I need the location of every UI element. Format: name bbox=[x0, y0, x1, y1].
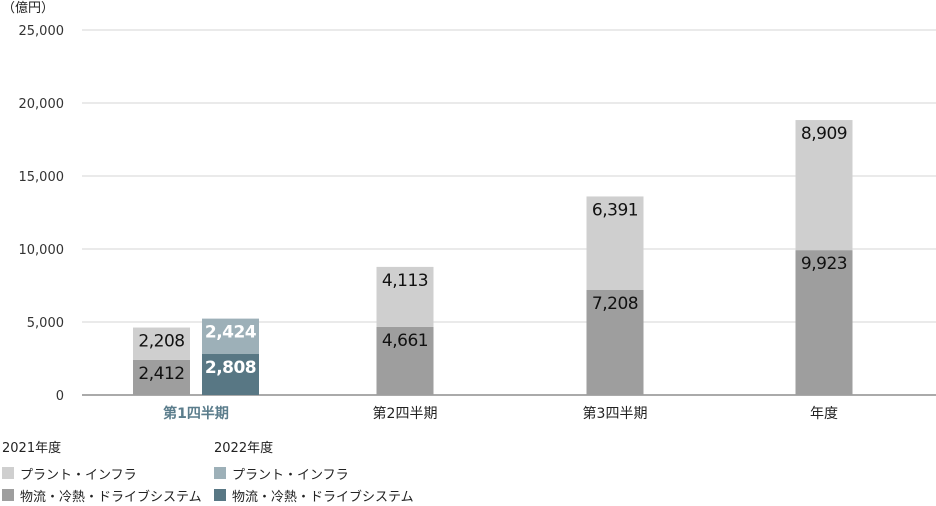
bar-segment bbox=[202, 318, 259, 355]
data-label: 4,113 bbox=[382, 271, 428, 291]
y-tick-label: 5,000 bbox=[27, 316, 64, 331]
bar-segment bbox=[376, 326, 434, 395]
legend-label: 物流・冷熱・ドライブシステム bbox=[232, 489, 414, 505]
stacked-bar-chart: （億円） 0 5,000 10,000 15,000 20,000 25,000 2,412 2… bbox=[2, 0, 936, 422]
data-label: 8,909 bbox=[801, 124, 847, 144]
data-label: 2,424 bbox=[205, 323, 257, 343]
bar-segment bbox=[376, 266, 434, 327]
data-label: 6,391 bbox=[592, 200, 638, 220]
data-label: 4,661 bbox=[382, 331, 428, 351]
data-label: 2,412 bbox=[138, 364, 184, 384]
bar-segment bbox=[133, 359, 190, 395]
bar-segment bbox=[795, 120, 853, 251]
legend-2021: 2021年度 プラント・インフラ 物流・冷熱・ドライブシステム bbox=[2, 440, 202, 506]
y-unit-label: （億円） bbox=[2, 0, 54, 16]
x-tick-label: 第2四半期 bbox=[373, 405, 438, 422]
legend-label: プラント・インフラ bbox=[232, 467, 349, 483]
bar-segment bbox=[795, 250, 853, 395]
y-tick-label: 10,000 bbox=[19, 243, 65, 258]
legend-swatch bbox=[214, 467, 226, 479]
legend-label: 物流・冷熱・ドライブシステム bbox=[20, 489, 202, 505]
data-label: 2,808 bbox=[205, 358, 256, 378]
x-tick-label: 年度 bbox=[810, 406, 838, 422]
legend-swatch bbox=[2, 489, 14, 501]
legend-swatch bbox=[214, 489, 226, 501]
legend-2022-title: 2022年度 bbox=[214, 441, 274, 456]
data-label: 2,208 bbox=[138, 332, 184, 352]
legend-2022-item-logistics: 物流・冷熱・ドライブシステム bbox=[214, 484, 414, 506]
legend-swatch bbox=[2, 467, 14, 479]
data-label: 7,208 bbox=[592, 294, 638, 314]
y-tick-label: 0 bbox=[56, 389, 64, 404]
data-label: 9,923 bbox=[801, 254, 847, 274]
x-tick-label: 第1四半期 bbox=[163, 405, 229, 422]
bar-segment bbox=[586, 289, 644, 395]
x-tick-label: 第3四半期 bbox=[583, 405, 648, 422]
legend-2021-title: 2021年度 bbox=[2, 441, 62, 456]
bar-segment bbox=[586, 196, 644, 290]
y-tick-label: 15,000 bbox=[19, 170, 65, 185]
bar-segment bbox=[133, 327, 190, 360]
bar-segment bbox=[202, 354, 259, 395]
legend-2021-item-logistics: 物流・冷熱・ドライブシステム bbox=[2, 484, 202, 506]
legend-2021-item-plant: プラント・インフラ bbox=[2, 462, 202, 484]
legend-2022: 2022年度 プラント・インフラ 物流・冷熱・ドライブシステム bbox=[214, 440, 414, 506]
y-tick-label: 25,000 bbox=[19, 24, 65, 39]
legend-2022-item-plant: プラント・インフラ bbox=[214, 462, 414, 484]
legend-label: プラント・インフラ bbox=[20, 467, 137, 483]
y-tick-label: 20,000 bbox=[19, 97, 65, 112]
